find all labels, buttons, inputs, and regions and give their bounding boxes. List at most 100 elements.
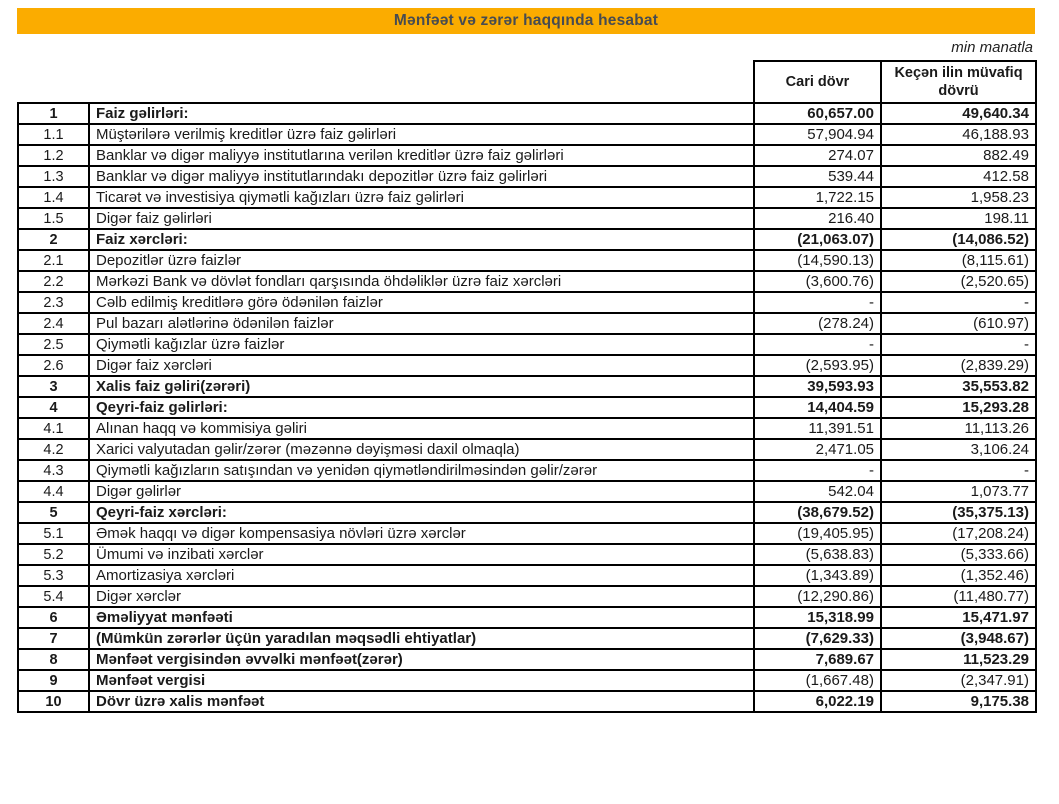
previous-period-value: (17,208.24)	[880, 522, 1037, 545]
row-number: 5	[17, 501, 90, 524]
row-label: Amortizasiya xərcləri	[88, 564, 755, 587]
table-row: 4.2 Xarici valyutadan gəlir/zərər (məzənn…	[17, 438, 1037, 461]
row-number: 8	[17, 648, 90, 671]
current-period-value: (1,667.48)	[753, 669, 882, 692]
previous-period-value: (3,948.67)	[880, 627, 1037, 650]
row-label: Qeyri-faiz gəlirləri:	[88, 396, 755, 419]
previous-period-value: 15,293.28	[880, 396, 1037, 419]
current-period-value: (19,405.95)	[753, 522, 882, 545]
row-number: 4.1	[17, 417, 90, 440]
previous-period-value: (35,375.13)	[880, 501, 1037, 524]
row-number: 5.2	[17, 543, 90, 566]
previous-period-value: 15,471.97	[880, 606, 1037, 629]
row-label: Mərkəzi Bank və dövlət fondları qarşısın…	[88, 270, 755, 293]
row-number: 7	[17, 627, 90, 650]
row-label: Banklar və digər maliyyə institutlarında…	[88, 165, 755, 188]
current-period-value: (2,593.95)	[753, 354, 882, 377]
column-header-previous-period: Keçən ilin müvafiq dövrü	[880, 60, 1037, 104]
current-period-value: 14,404.59	[753, 396, 882, 419]
current-period-value: -	[753, 291, 882, 314]
previous-period-value: 1,958.23	[880, 186, 1037, 209]
table-row: 6 Əməliyyat mənfəəti 15,318.99 15,471.97	[17, 606, 1037, 629]
row-label: Alınan haqq və kommisiya gəliri	[88, 417, 755, 440]
previous-period-value: -	[880, 291, 1037, 314]
current-period-value: 15,318.99	[753, 606, 882, 629]
current-period-value: (1,343.89)	[753, 564, 882, 587]
previous-period-value: (5,333.66)	[880, 543, 1037, 566]
row-label: Faiz gəlirləri:	[88, 102, 755, 125]
row-label: Digər faiz gəlirləri	[88, 207, 755, 230]
table-row: 4.4 Digər gəlirlər 542.04 1,073.77	[17, 480, 1037, 503]
previous-period-value: 49,640.34	[880, 102, 1037, 125]
table-row: 5.2 Ümumi və inzibati xərclər (5,638.83) (5…	[17, 543, 1037, 566]
table-row: 2.2 Mərkəzi Bank və dövlət fondları qarşı…	[17, 270, 1037, 293]
previous-period-value: (2,520.65)	[880, 270, 1037, 293]
previous-period-value: 412.58	[880, 165, 1037, 188]
row-label: Ümumi və inzibati xərclər	[88, 543, 755, 566]
current-period-value: 2,471.05	[753, 438, 882, 461]
current-period-value: 60,657.00	[753, 102, 882, 125]
table-row: 2 Faiz xərcləri: (21,063.07) (14,086.52)	[17, 228, 1037, 251]
previous-period-value: 882.49	[880, 144, 1037, 167]
row-number: 4	[17, 396, 90, 419]
table-row: 3 Xalis faiz gəliri(zərəri) 39,593.93 35,55…	[17, 375, 1037, 398]
row-number: 6	[17, 606, 90, 629]
row-number: 10	[17, 690, 90, 713]
row-number: 2.5	[17, 333, 90, 356]
table-row: 1.4 Ticarət və investisiya qiymətli kağız…	[17, 186, 1037, 209]
table-row: 5.4 Digər xərclər (12,290.86) (11,480.77)	[17, 585, 1037, 608]
row-label: Qiymətli kağızların satışından və yenidə…	[88, 459, 755, 482]
row-number: 2.1	[17, 249, 90, 272]
row-label: Dövr üzrə xalis mənfəət	[88, 690, 755, 713]
previous-period-value: -	[880, 333, 1037, 356]
row-number: 5.4	[17, 585, 90, 608]
row-number: 1.5	[17, 207, 90, 230]
row-number: 2.3	[17, 291, 90, 314]
row-number: 5.3	[17, 564, 90, 587]
table-row: 4.1 Alınan haqq və kommisiya gəliri 11,391…	[17, 417, 1037, 440]
previous-period-value: 9,175.38	[880, 690, 1037, 713]
row-label: Mənfəət vergisindən əvvəlki mənfəət(zərə…	[88, 648, 755, 671]
previous-period-value: (1,352.46)	[880, 564, 1037, 587]
current-period-value: (12,290.86)	[753, 585, 882, 608]
row-number: 5.1	[17, 522, 90, 545]
row-number: 1.3	[17, 165, 90, 188]
row-number: 4.4	[17, 480, 90, 503]
previous-period-value: 11,523.29	[880, 648, 1037, 671]
row-number: 2	[17, 228, 90, 251]
current-period-value: -	[753, 333, 882, 356]
row-label: Mənfəət vergisi	[88, 669, 755, 692]
previous-period-value: (11,480.77)	[880, 585, 1037, 608]
table-row: 2.1 Depozitlər üzrə faizlər (14,590.13) (8,…	[17, 249, 1037, 272]
row-label: Cəlb edilmiş kreditlərə görə ödənilən fa…	[88, 291, 755, 314]
row-label: Pul bazarı alətlərinə ödənilən faizlər	[88, 312, 755, 335]
table-row: 1.1 Müştərilərə verilmiş kreditlər üzrə f…	[17, 123, 1037, 146]
row-label: Qiymətli kağızlar üzrə faizlər	[88, 333, 755, 356]
row-number: 3	[17, 375, 90, 398]
row-label: Faiz xərcləri:	[88, 228, 755, 251]
current-period-value: 539.44	[753, 165, 882, 188]
current-period-value: (21,063.07)	[753, 228, 882, 251]
row-label: Xarici valyutadan gəlir/zərər (məzənnə d…	[88, 438, 755, 461]
row-number: 1.2	[17, 144, 90, 167]
table-row: 5.3 Amortizasiya xərcləri (1,343.89) (1,352…	[17, 564, 1037, 587]
row-label: Xalis faiz gəliri(zərəri)	[88, 375, 755, 398]
table-row: 2.6 Digər faiz xərcləri (2,593.95) (2,839.2…	[17, 354, 1037, 377]
row-number: 1	[17, 102, 90, 125]
row-label: Əmək haqqı və digər kompensasiya növləri…	[88, 522, 755, 545]
column-header-current-period: Cari dövr	[753, 60, 882, 104]
row-number: 9	[17, 669, 90, 692]
previous-period-value: (8,115.61)	[880, 249, 1037, 272]
row-label: Digər gəlirlər	[88, 480, 755, 503]
row-label: Digər xərclər	[88, 585, 755, 608]
current-period-value: (278.24)	[753, 312, 882, 335]
unit-note: min manatla	[951, 39, 1033, 56]
previous-period-value: (14,086.52)	[880, 228, 1037, 251]
current-period-value: 11,391.51	[753, 417, 882, 440]
previous-period-value: (2,839.29)	[880, 354, 1037, 377]
current-period-value: 274.07	[753, 144, 882, 167]
current-period-value: 216.40	[753, 207, 882, 230]
row-label: Digər faiz xərcləri	[88, 354, 755, 377]
table-row: 5 Qeyri-faiz xərcləri: (38,679.52) (35,375.…	[17, 501, 1037, 524]
table-row: 4 Qeyri-faiz gəlirləri: 14,404.59 15,293.28	[17, 396, 1037, 419]
